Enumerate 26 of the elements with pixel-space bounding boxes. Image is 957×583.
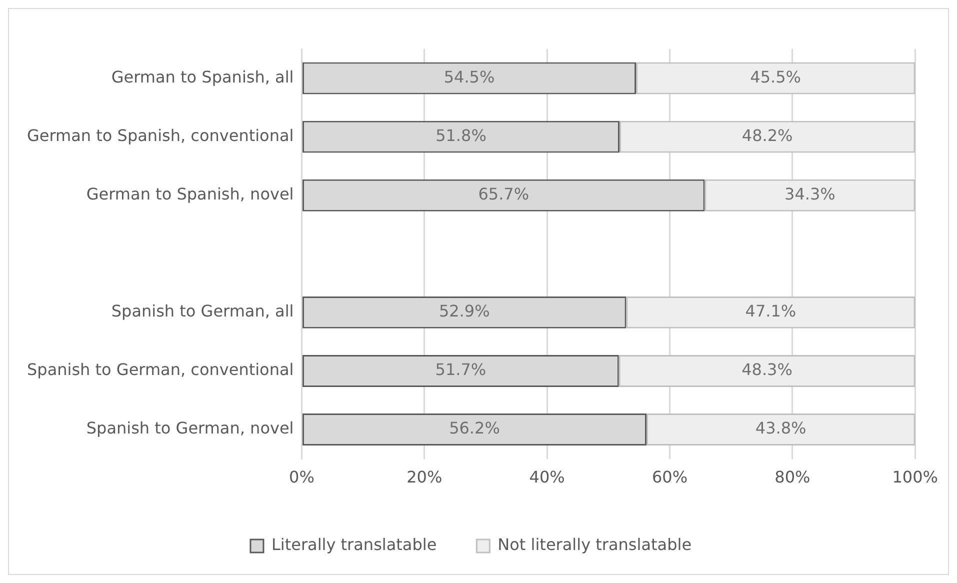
y-tick-label: Spanish to German, all (111, 302, 294, 321)
legend-label: Not literally translatable (498, 535, 692, 554)
y-tick-label: Spanish to German, conventional (27, 360, 294, 380)
data-label: 65.7% (478, 184, 530, 204)
x-tick-label: 60% (652, 468, 688, 487)
data-label: 52.9% (438, 302, 490, 321)
x-tick-label: 100% (892, 468, 938, 487)
x-tick-label: 40% (529, 468, 565, 487)
data-label: 48.2% (742, 126, 793, 145)
y-tick-label: German to Spanish, all (111, 67, 294, 86)
data-label: 45.5% (750, 67, 801, 86)
data-label: 47.1% (745, 302, 796, 321)
y-tick-label: German to Spanish, novel (86, 184, 294, 204)
data-label: 34.3% (784, 184, 836, 204)
data-label: 43.8% (755, 418, 806, 438)
data-label: 56.2% (449, 418, 500, 438)
data-label: 51.7% (435, 360, 486, 380)
data-label: 51.8% (436, 126, 486, 145)
x-tick-label: 80% (774, 468, 810, 487)
data-label: 54.5% (444, 67, 495, 86)
data-label: 48.3% (742, 360, 792, 380)
y-tick-label: Spanish to German, novel (86, 418, 294, 438)
x-tick-label: 0% (289, 468, 314, 487)
legend-label: Literally translatable (271, 535, 437, 554)
x-tick-label: 20% (406, 468, 442, 487)
y-tick-label: German to Spanish, conventional (27, 126, 294, 145)
